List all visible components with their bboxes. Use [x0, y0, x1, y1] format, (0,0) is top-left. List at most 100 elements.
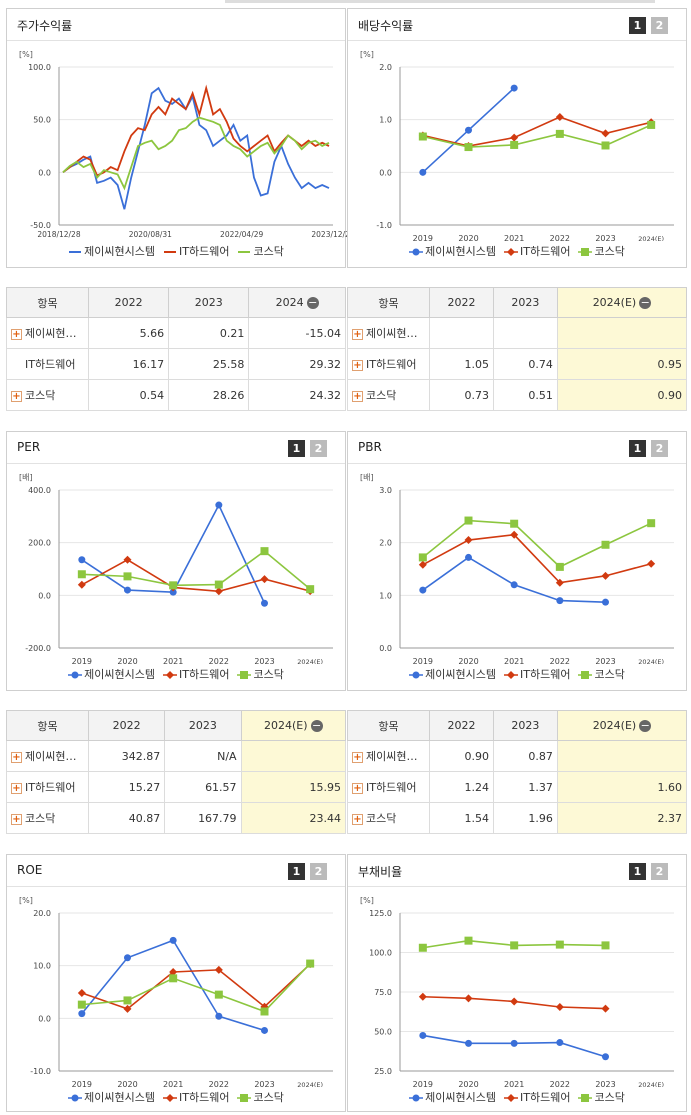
dividend-yield-chart: [%] 2.0 1.0 0.0 -1.0 2019 2020 2021 2022 2023 2024… [360, 50, 674, 241]
legend-marker [581, 248, 590, 256]
value-cell: 61.57 [164, 771, 242, 803]
data-point [555, 129, 564, 138]
value-cell: 16.17 [87, 348, 170, 380]
x-tick-label: 2020 [117, 657, 137, 664]
roe-chart: [%]20.0 10.0 0.0 -10.0 2019 2020 2021 2022 2023 2… [19, 896, 333, 1087]
collapse-icon[interactable]: − [639, 296, 652, 309]
table-row: + 코스닥 40.87 167.79 23.44 [6, 802, 347, 834]
expand-icon[interactable]: + [352, 328, 363, 340]
x-tick-label: 2023 [254, 1080, 274, 1087]
expand-icon[interactable]: + [11, 782, 22, 794]
collapse-icon[interactable]: − [310, 719, 323, 732]
expand-icon[interactable]: + [352, 390, 363, 402]
page-1-button[interactable]: 1 [629, 863, 646, 880]
table-header-row: 항목 2022 2023 2024(E) − [347, 287, 688, 318]
series-line [81, 550, 311, 590]
legend-item: 코스닥 [578, 243, 625, 259]
row-name-cell[interactable]: + IT하드웨어 [347, 348, 430, 380]
expand-icon[interactable]: + [11, 328, 22, 340]
collapse-icon[interactable]: − [306, 296, 319, 309]
row-name-cell[interactable]: + 제이씨현… [6, 740, 89, 772]
data-point [647, 120, 656, 129]
top-tabs-strip [225, 0, 655, 3]
row-name-cell[interactable]: + 제이씨현… [347, 740, 430, 772]
y-tick-label: 125.0 [369, 909, 392, 918]
data-point [169, 936, 177, 944]
y-tick-label: 0.0 [38, 1014, 51, 1023]
value-cell [492, 317, 558, 349]
x-tick-label: 2023 [595, 657, 615, 664]
data-point [169, 588, 177, 596]
legend-marker [166, 671, 174, 679]
data-point [261, 1026, 268, 1034]
legend-label: IT하드웨어 [179, 668, 230, 681]
data-point [510, 1039, 518, 1047]
row-name-cell[interactable]: + 코스닥 [347, 379, 430, 411]
value-cell: 0.73 [429, 379, 494, 411]
expand-icon[interactable]: + [352, 782, 363, 794]
x-tick-label: 2021 [163, 1080, 183, 1087]
series-line [81, 558, 311, 593]
expand-icon[interactable]: + [11, 751, 22, 763]
page-2-button[interactable]: 2 [310, 863, 327, 880]
legend-marker [166, 1094, 174, 1102]
page-2-button[interactable]: 2 [310, 440, 327, 457]
series-line [81, 963, 311, 1013]
data-point [418, 943, 427, 952]
table-row: + 코스닥 0.54 28.26 24.32 [6, 379, 346, 411]
legend-label: 코스닥 [594, 245, 625, 258]
data-point [306, 959, 315, 968]
legend-item: IT하드웨어 [504, 666, 570, 682]
data-point [419, 1031, 427, 1039]
page-2-button[interactable]: 2 [651, 17, 668, 34]
data-point [647, 519, 656, 528]
table-row: + 제이씨현… [347, 317, 688, 349]
row-name-cell[interactable]: + IT하드웨어 [6, 771, 89, 803]
panel-title: PER [17, 440, 41, 454]
legend: 제이씨현시스템 IT하드웨어 코스닥 [348, 243, 686, 259]
legend-marker [71, 671, 79, 679]
value-cell: 28.26 [168, 379, 250, 411]
data-point [555, 940, 564, 949]
expand-icon[interactable]: + [352, 359, 363, 371]
legend-marker-icon [237, 1094, 252, 1102]
data-point [124, 954, 131, 962]
row-name-cell[interactable]: + 코스닥 [6, 802, 89, 834]
value-cell: 24.32 [248, 379, 346, 411]
series-line [81, 963, 311, 1010]
x-tick-label: 2024(E) [297, 658, 323, 664]
value-cell: 0.90 [556, 379, 688, 411]
value-cell: 15.27 [87, 771, 166, 803]
legend-marker-icon [69, 251, 82, 253]
page-1-button[interactable]: 1 [629, 17, 646, 34]
legend-marker [507, 248, 515, 256]
row-name-cell[interactable]: + IT하드웨어 [347, 771, 430, 803]
row-name-cell[interactable]: + 제이씨현… [6, 317, 89, 349]
expand-icon[interactable]: + [352, 751, 363, 763]
value-cell: 342.87 [87, 740, 166, 772]
row-name-cell[interactable]: IT하드웨어 [6, 348, 89, 380]
expand-icon[interactable]: + [11, 390, 22, 402]
row-name-cell[interactable]: + 코스닥 [6, 379, 89, 411]
value-cell: 40.87 [87, 802, 166, 834]
legend-label: 코스닥 [253, 245, 284, 258]
row-name-cell[interactable]: + 제이씨현… [347, 317, 430, 349]
stock-return-panel: 주가수익률 [%] 100.0 50.0 0.0 -50.0 2018/12/28 2020… [6, 8, 347, 268]
x-tick-label: 2021 [504, 657, 524, 664]
collapse-icon[interactable]: − [639, 719, 652, 732]
page-2-button[interactable]: 2 [651, 863, 668, 880]
x-tick-label: 2024(E) [638, 1081, 664, 1087]
row-name-cell[interactable]: + 코스닥 [347, 802, 430, 834]
expand-icon[interactable]: + [11, 813, 22, 825]
series-line [62, 116, 330, 191]
page-1-button[interactable]: 1 [288, 440, 305, 457]
page-1-button[interactable]: 1 [288, 863, 305, 880]
legend-marker [412, 671, 420, 679]
page-1-button[interactable]: 1 [629, 440, 646, 457]
data-point [260, 575, 269, 584]
data-point [78, 1010, 86, 1018]
page-2-button[interactable]: 2 [651, 440, 668, 457]
expand-icon[interactable]: + [352, 813, 363, 825]
table-header-cell: 2022 [429, 287, 494, 318]
value-cell: 0.74 [492, 348, 558, 380]
